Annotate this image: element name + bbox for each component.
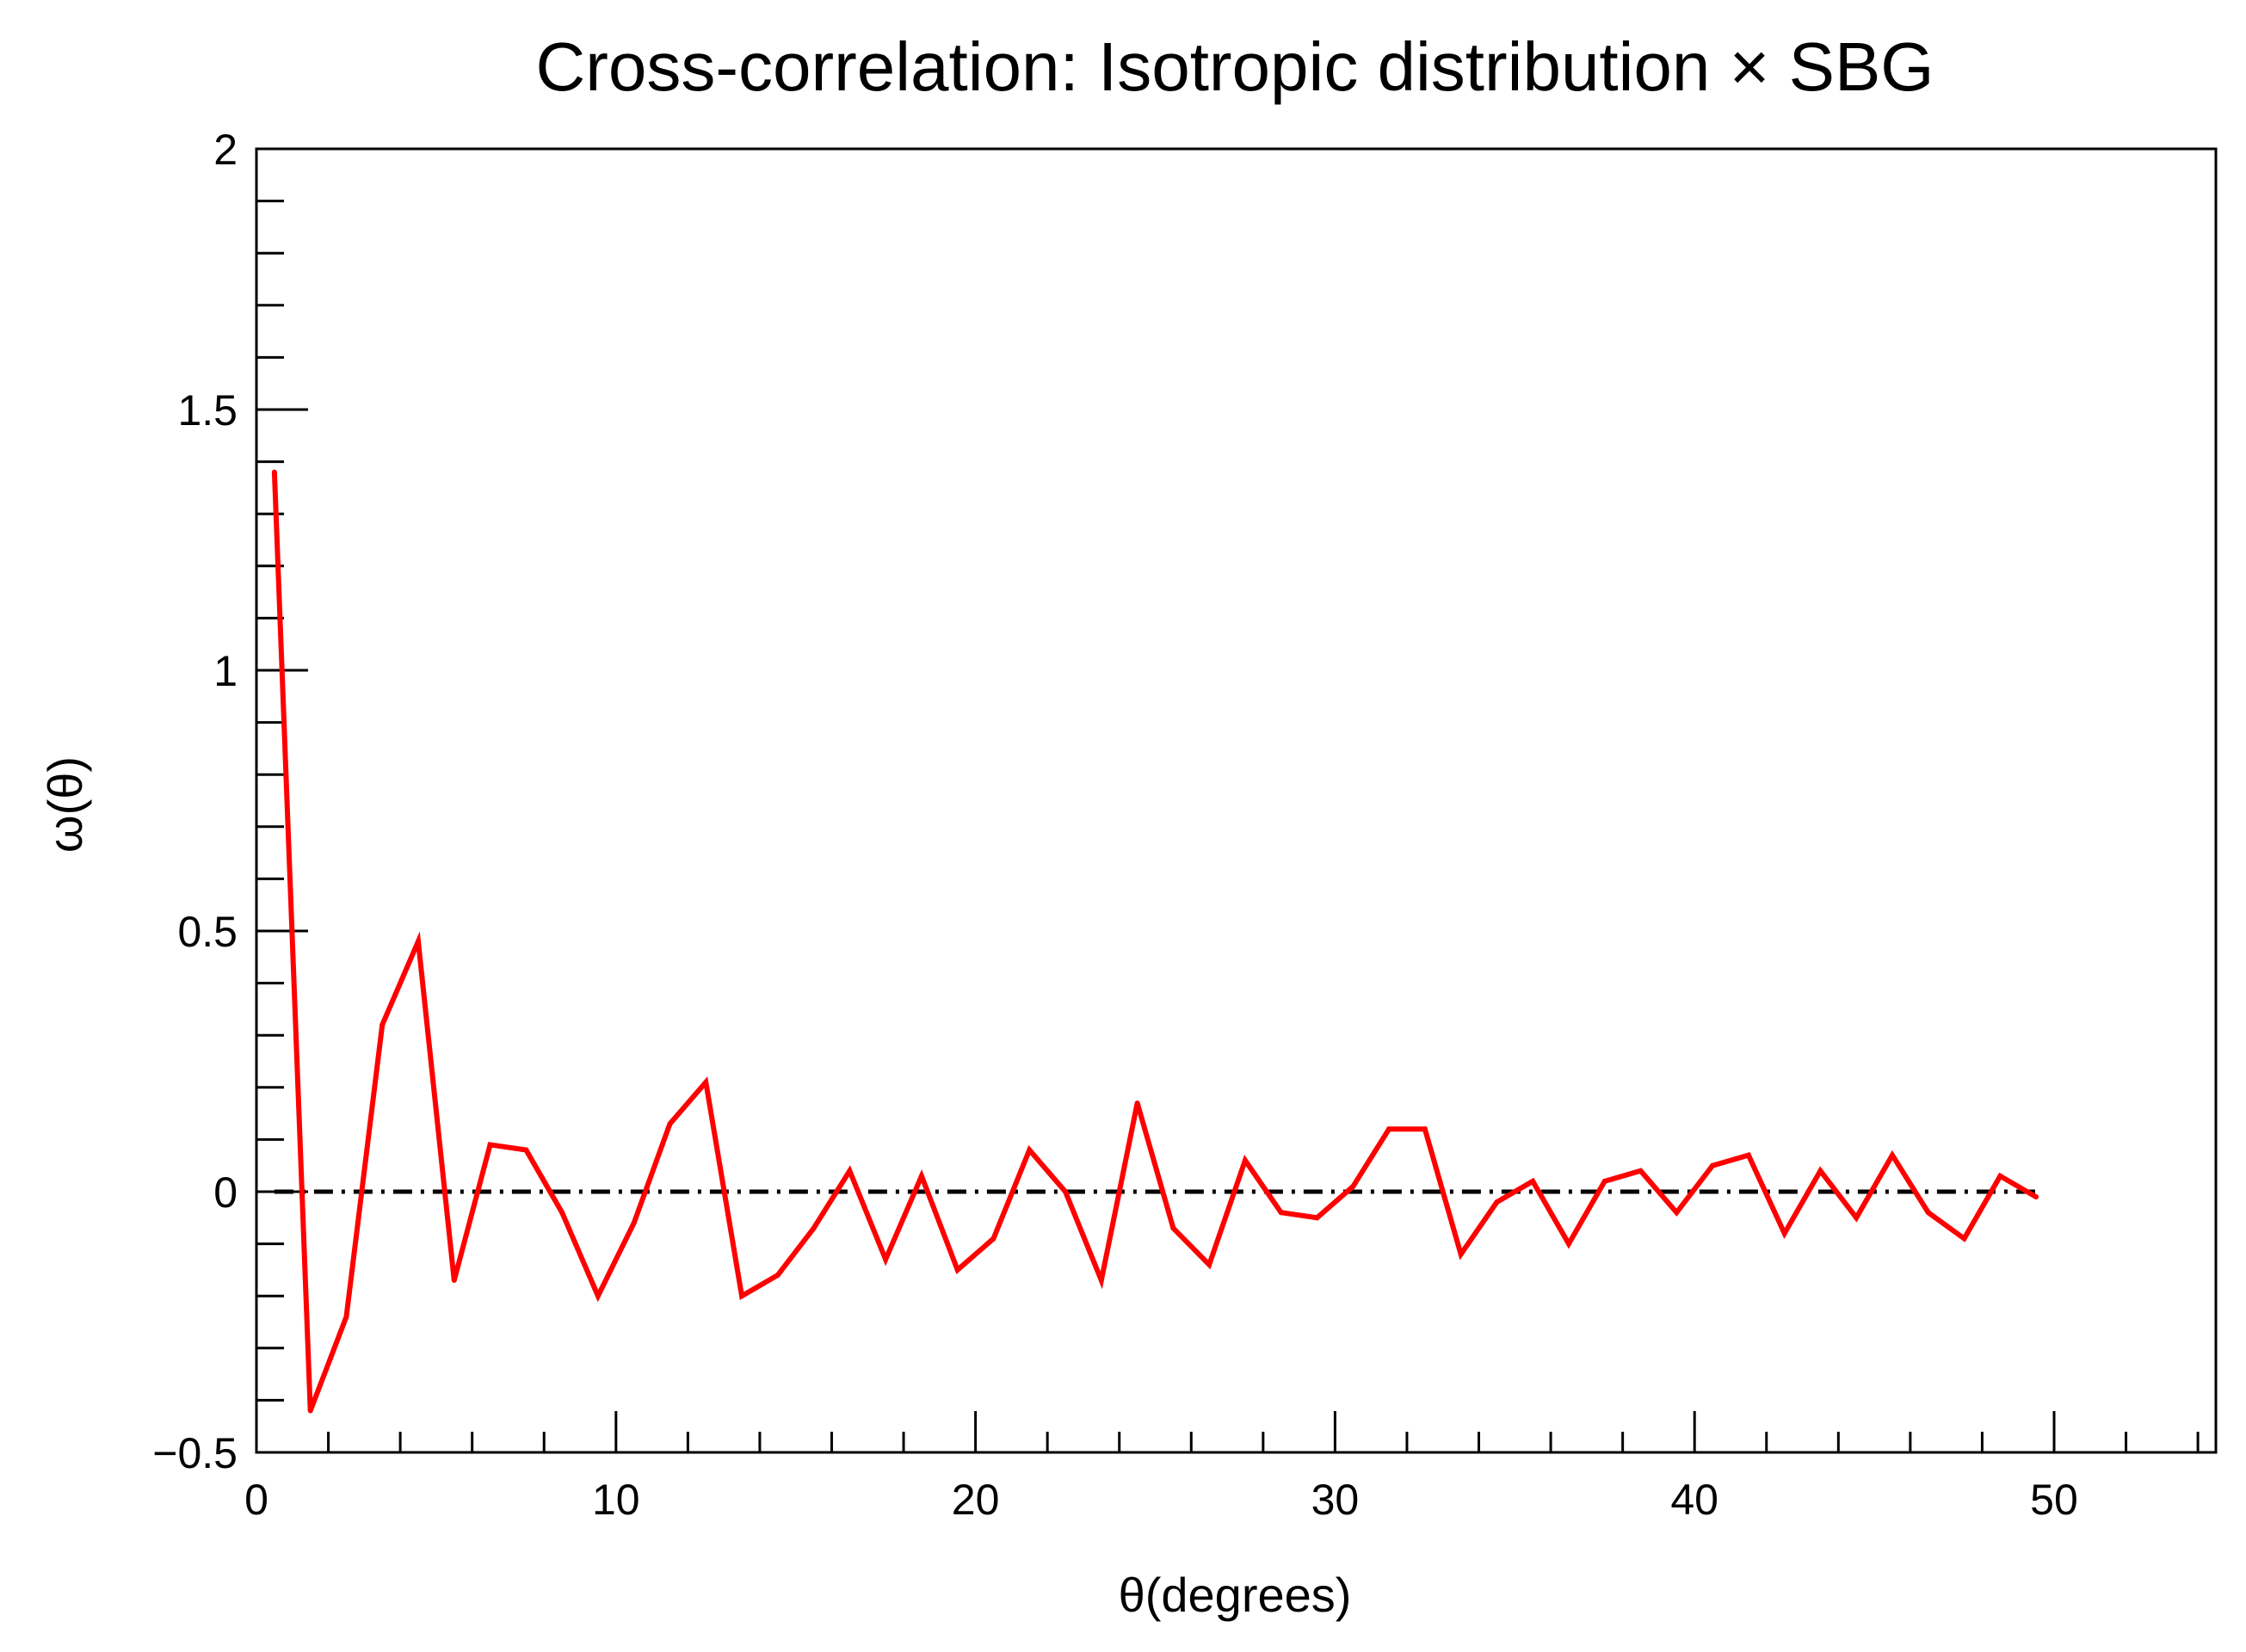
- data-point: [559, 1210, 565, 1216]
- y-tick-label: 0.5: [177, 908, 238, 956]
- data-point: [811, 1225, 817, 1231]
- data-point: [379, 1022, 386, 1028]
- data-point: [883, 1256, 889, 1262]
- data-point: [1458, 1251, 1464, 1257]
- data-point: [416, 939, 422, 945]
- data-point: [1314, 1215, 1320, 1221]
- data-point: [1278, 1210, 1284, 1216]
- x-axis-ticks: [255, 1411, 2200, 1452]
- data-point: [1889, 1152, 1895, 1158]
- data-point: [739, 1293, 745, 1299]
- x-tick-label: 10: [592, 1476, 640, 1524]
- data-point: [595, 1293, 601, 1299]
- data-point: [1745, 1152, 1751, 1158]
- x-tick-label: 30: [1311, 1476, 1360, 1524]
- data-point: [918, 1173, 924, 1179]
- x-axis-tick-labels: 0 10 20 30 40 50: [244, 1476, 2078, 1524]
- series-line: [271, 472, 2038, 1412]
- data-point: [1098, 1278, 1104, 1284]
- x-tick-label: 0: [244, 1476, 268, 1524]
- data-point: [667, 1121, 673, 1127]
- data-point: [1674, 1210, 1680, 1216]
- y-tick-label: 2: [213, 126, 238, 174]
- y-axis-tick-labels: −0.5 0 0.5 1 1.5 2: [152, 126, 238, 1477]
- data-point: [1565, 1241, 1571, 1247]
- chart-title: Cross-correlation: Isotropic distributio…: [535, 28, 1934, 105]
- y-tick-label: −0.5: [152, 1429, 238, 1477]
- data-point: [1494, 1199, 1500, 1205]
- data-point: [1422, 1126, 1428, 1132]
- data-point: [1638, 1168, 1644, 1174]
- data-point: [1170, 1225, 1176, 1231]
- data-point: [1530, 1178, 1536, 1184]
- y-axis-ticks: [256, 147, 308, 1454]
- x-tick-label: 50: [2030, 1476, 2078, 1524]
- x-tick-label: 20: [952, 1476, 1000, 1524]
- plot-area-frame: [255, 147, 2218, 1454]
- data-point: [1817, 1168, 1823, 1174]
- data-point: [774, 1272, 781, 1278]
- data-point: [990, 1236, 997, 1242]
- series-points: [271, 469, 2039, 1414]
- data-point: [847, 1168, 853, 1174]
- data-point: [954, 1267, 960, 1273]
- data-point: [1961, 1236, 1967, 1242]
- data-point: [631, 1220, 637, 1226]
- data-point: [1206, 1261, 1212, 1267]
- data-point: [451, 1278, 457, 1284]
- data-point: [1063, 1189, 1069, 1194]
- data-point: [703, 1079, 709, 1085]
- data-point: [1997, 1173, 2003, 1179]
- data-point: [1781, 1230, 1787, 1236]
- y-tick-label: 1: [213, 647, 238, 695]
- data-point: [2033, 1194, 2039, 1200]
- data-point: [1027, 1147, 1033, 1153]
- data-point: [487, 1142, 493, 1148]
- data-point: [307, 1408, 313, 1414]
- data-point: [343, 1314, 349, 1320]
- data-point: [523, 1147, 529, 1153]
- data-point: [1242, 1157, 1248, 1163]
- y-tick-label: 1.5: [177, 386, 238, 435]
- y-axis-label: ω(θ): [38, 756, 92, 853]
- data-point: [1925, 1210, 1931, 1216]
- data-point: [1134, 1100, 1140, 1106]
- data-point: [271, 469, 277, 475]
- data-point: [1601, 1178, 1607, 1184]
- y-tick-label: 0: [213, 1168, 238, 1217]
- x-tick-label: 40: [1670, 1476, 1718, 1524]
- data-point: [1710, 1162, 1716, 1168]
- data-point: [1854, 1215, 1860, 1221]
- x-axis-label: θ(degrees): [1119, 1568, 1352, 1622]
- data-point: [1386, 1126, 1392, 1132]
- data-point: [1350, 1183, 1356, 1189]
